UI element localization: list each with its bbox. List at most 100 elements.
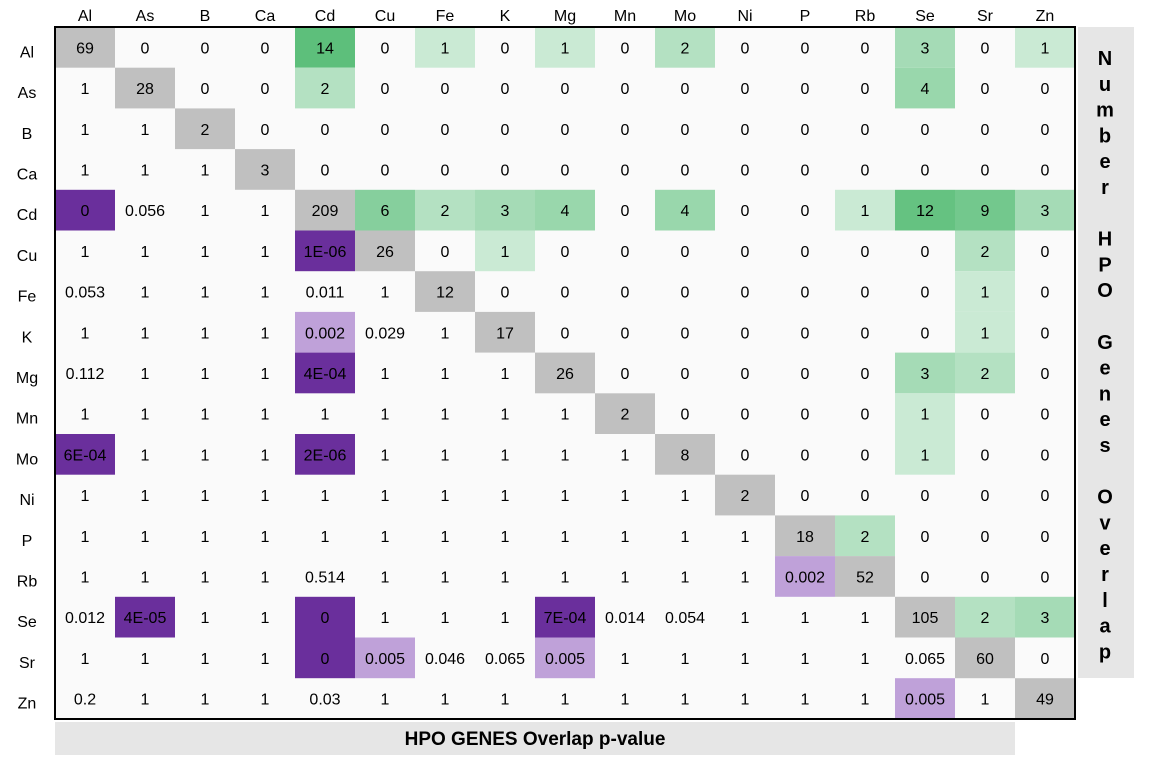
heatmap-cell-value: 1 [261, 325, 270, 342]
heatmap-cell-bg [655, 189, 715, 231]
right-axis-label-letter: N [1098, 48, 1112, 70]
heatmap-cell-bg [475, 311, 535, 353]
heatmap-cell-value: 1 [741, 651, 750, 668]
heatmap-cell-bg [1015, 678, 1075, 719]
heatmap-cell-value: 0 [861, 122, 870, 139]
heatmap-cell-value: 1 [261, 488, 270, 505]
heatmap-cell-value: 2E-06 [304, 447, 347, 464]
heatmap-cell-value: 1 [201, 325, 210, 342]
heatmap-cell-value: 1 [861, 610, 870, 627]
heatmap-cell-value: 1 [381, 488, 390, 505]
heatmap-cell-value: 0.029 [365, 325, 405, 342]
heatmap-cell-value: 0 [381, 162, 390, 179]
row-label: P [22, 533, 33, 550]
heatmap-cell-value: 0.005 [365, 651, 405, 668]
heatmap-cell-value: 209 [312, 203, 339, 220]
heatmap-cell-value: 1 [501, 244, 510, 261]
heatmap-cell-value: 0.014 [605, 610, 645, 627]
heatmap-cell-value: 0 [681, 407, 690, 424]
right-axis-label-letter: e [1099, 538, 1110, 560]
heatmap-cell-value: 1 [201, 244, 210, 261]
heatmap-cell-value: 1 [201, 651, 210, 668]
heatmap-cell-value: 0 [981, 81, 990, 98]
heatmap-cell-value: 3 [1041, 610, 1050, 627]
heatmap-cell-value: 1 [501, 529, 510, 546]
heatmap-cell-value: 0 [981, 488, 990, 505]
heatmap-cell-bg [535, 189, 595, 231]
heatmap-cell-value: 1 [621, 529, 630, 546]
heatmap-cell-value: 0 [921, 569, 930, 586]
column-label: Ca [255, 8, 276, 25]
heatmap-cell-value: 2 [741, 488, 750, 505]
heatmap-cell-value: 1 [981, 285, 990, 302]
column-label: Ni [737, 8, 752, 25]
heatmap-cell-value: 0.005 [905, 692, 945, 709]
heatmap-cell-value: 1 [441, 325, 450, 342]
heatmap-cell-value: 0 [261, 40, 270, 57]
heatmap-cell-value: 0 [801, 488, 810, 505]
heatmap-cell-value: 1 [81, 569, 90, 586]
heatmap-cell-value: 0.002 [305, 325, 345, 342]
heatmap-cell-value: 1 [381, 529, 390, 546]
heatmap-cell-value: 0 [261, 81, 270, 98]
heatmap-cell-bg [535, 352, 595, 394]
heatmap-cell-value: 0 [1041, 81, 1050, 98]
heatmap-cell-value: 0 [561, 81, 570, 98]
heatmap-cell-value: 1 [561, 447, 570, 464]
heatmap-cell-bg [955, 271, 1015, 312]
heatmap-cell-value: 28 [136, 81, 154, 98]
heatmap-cell-value: 1 [81, 529, 90, 546]
heatmap-cell-value: 0 [621, 366, 630, 383]
heatmap-cell-value: 1 [201, 366, 210, 383]
heatmap-cell-value: 0 [981, 447, 990, 464]
heatmap-cell-value: 3 [501, 203, 510, 220]
heatmap-cell-value: 1 [141, 651, 150, 668]
heatmap-cell-value: 1 [441, 569, 450, 586]
row-label: B [22, 126, 33, 143]
heatmap-cell-bg [295, 637, 355, 679]
heatmap-cell-value: 1 [441, 366, 450, 383]
heatmap-cell-bg [355, 637, 415, 679]
heatmap-cell-value: 2 [441, 203, 450, 220]
heatmap-cell-value: 0 [621, 40, 630, 57]
right-axis-label-letter: m [1096, 100, 1114, 122]
heatmap-cell-value: 0 [441, 81, 450, 98]
heatmap-cell-value: 0 [741, 285, 750, 302]
right-axis-label-letter: e [1099, 409, 1110, 431]
right-axis-label-letter: s [1099, 435, 1110, 457]
heatmap-cell-value: 0 [741, 40, 750, 57]
heatmap-cell-value: 1 [321, 407, 330, 424]
heatmap-cell-value: 1 [561, 40, 570, 57]
heatmap-cell-value: 0 [81, 203, 90, 220]
column-label: K [500, 8, 511, 25]
heatmap-cell-value: 1 [261, 285, 270, 302]
heatmap-cell-value: 1 [261, 203, 270, 220]
heatmap-cell-value: 1 [201, 692, 210, 709]
heatmap-cell-value: 0 [741, 407, 750, 424]
heatmap-cell-value: 4 [681, 203, 690, 220]
heatmap-cell-value: 0 [741, 81, 750, 98]
column-label: Mo [674, 8, 696, 25]
heatmap-cell-value: 0 [501, 81, 510, 98]
heatmap-cell-value: 2 [321, 81, 330, 98]
heatmap-cell-value: 0 [501, 285, 510, 302]
heatmap-cell-value: 1 [81, 488, 90, 505]
heatmap-cell-value: 0 [741, 203, 750, 220]
heatmap-cell-value: 1 [321, 488, 330, 505]
heatmap-cell-value: 1 [81, 407, 90, 424]
heatmap-cell-value: 0.054 [665, 610, 705, 627]
heatmap-cell-value: 0 [1041, 162, 1050, 179]
heatmap-cell-value: 1 [801, 692, 810, 709]
heatmap-cell-value: 1 [741, 529, 750, 546]
heatmap-cell-value: 1 [741, 569, 750, 586]
heatmap-cell-value: 1 [261, 529, 270, 546]
heatmap-cell-value: 0 [561, 122, 570, 139]
heatmap-cell-value: 1 [921, 447, 930, 464]
heatmap-cell-value: 0 [381, 40, 390, 57]
column-label: B [200, 8, 211, 25]
heatmap-cell-value: 1 [501, 692, 510, 709]
heatmap-cell-value: 1 [861, 651, 870, 668]
right-axis-label-letter: O [1097, 280, 1113, 302]
heatmap-cell-bg [655, 27, 715, 68]
